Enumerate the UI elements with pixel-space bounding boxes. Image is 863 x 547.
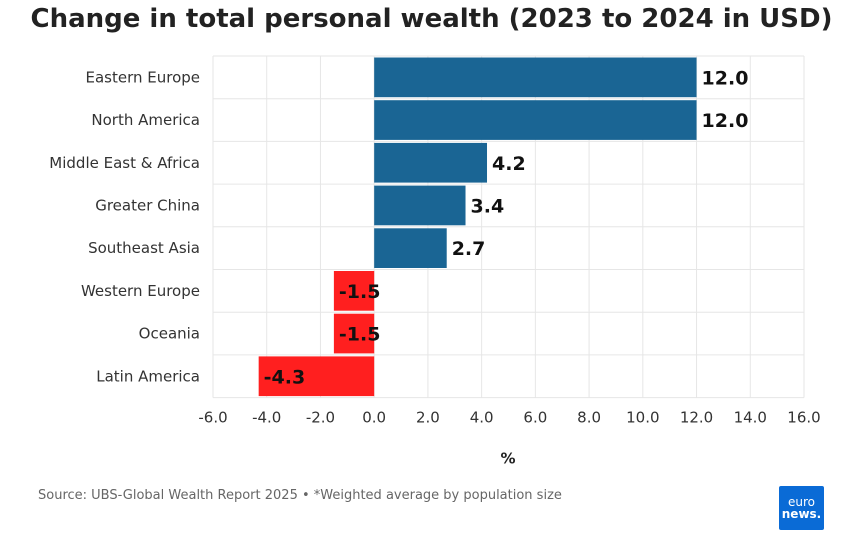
data-label: 4.2	[492, 153, 526, 175]
category-label: North America	[91, 111, 200, 129]
x-tick-label: 4.0	[470, 409, 494, 427]
bar	[374, 142, 488, 183]
bar	[258, 356, 375, 397]
data-label: 12.0	[702, 110, 749, 132]
chart-title: Change in total personal wealth (2023 to…	[30, 4, 833, 34]
bar	[374, 228, 447, 268]
data-label: 2.7	[452, 238, 486, 260]
bar	[374, 100, 697, 140]
euronews-logo: euro news.	[779, 486, 824, 530]
x-tick-label: 6.0	[523, 409, 547, 427]
x-tick-label: 0.0	[362, 409, 386, 427]
x-tick-label: -4.0	[252, 409, 281, 427]
data-label: -1.5	[339, 281, 381, 303]
data-label: 12.0	[702, 67, 749, 89]
category-label: Middle East & Africa	[49, 154, 200, 172]
category-label: Oceania	[139, 325, 200, 343]
logo-line-1: euro	[788, 495, 815, 509]
data-label: -1.5	[339, 324, 381, 346]
category-label: Eastern Europe	[85, 68, 200, 86]
logo-line-2: news.	[781, 507, 822, 521]
x-tick-label: 12.0	[680, 409, 713, 427]
x-tick-label: -6.0	[198, 409, 227, 427]
source-note: Source: UBS-Global Wealth Report 2025 • …	[38, 488, 562, 503]
x-tick-label: 2.0	[416, 409, 440, 427]
bar	[374, 57, 697, 98]
data-label: -4.3	[264, 366, 306, 388]
bar	[333, 271, 375, 311]
category-label: Latin America	[96, 367, 200, 385]
x-axis-label: %	[500, 450, 515, 468]
bar	[374, 185, 466, 226]
category-label: Greater China	[95, 196, 200, 214]
x-tick-label: -2.0	[306, 409, 335, 427]
x-tick-label: 10.0	[626, 409, 659, 427]
x-tick-label: 14.0	[734, 409, 767, 427]
bar	[333, 313, 375, 354]
x-tick-label: 16.0	[787, 409, 820, 427]
x-tick-label: 8.0	[577, 409, 601, 427]
data-label: 3.4	[471, 195, 505, 217]
category-label: Western Europe	[81, 282, 200, 300]
category-label: Southeast Asia	[88, 239, 200, 257]
